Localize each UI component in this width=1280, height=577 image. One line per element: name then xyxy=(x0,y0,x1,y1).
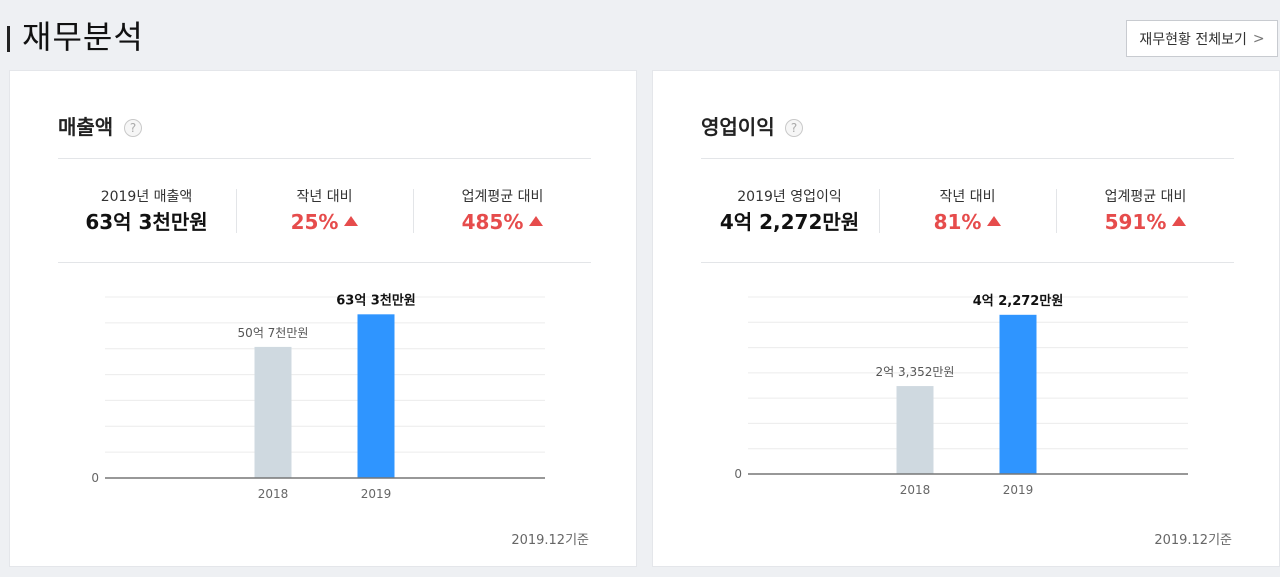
divider xyxy=(236,189,237,233)
bar-2019 xyxy=(357,314,395,478)
view-all-label: 재무현황 전체보기 xyxy=(1139,31,1247,48)
stat-value-row: 591% xyxy=(1057,207,1234,237)
card-title: 영업이익 xyxy=(701,115,775,139)
stat-value-row: 485% xyxy=(414,207,591,237)
stat-value-row: 25% xyxy=(236,207,413,237)
revenue-card: 매출액 ? 2019년 매출액 63억 3천만원 작년 대비 25% 업계평균 … xyxy=(9,70,637,567)
chevron-right-icon: > xyxy=(1252,30,1265,47)
revenue-bar-chart: 0 50억 7천만원 2018 63억 3천만원 2019 xyxy=(91,292,545,501)
stats-row: 2019년 영업이익 4억 2,272만원 작년 대비 81% 업계평균 대비 … xyxy=(701,181,1234,241)
bar-value-label: 63억 3천만원 xyxy=(336,292,416,308)
help-icon[interactable]: ? xyxy=(785,119,803,137)
stat-label: 작년 대비 xyxy=(296,189,353,205)
divider xyxy=(879,189,880,233)
stat-value: 63억 3천만원 xyxy=(85,210,208,234)
stat-label: 작년 대비 xyxy=(939,189,996,205)
stat-yoy: 작년 대비 25% xyxy=(236,181,413,241)
stats-row: 2019년 매출액 63억 3천만원 작년 대비 25% 업계평균 대비 485… xyxy=(58,181,591,241)
stat-industry: 업계평균 대비 485% xyxy=(414,181,591,241)
stat-yoy: 작년 대비 81% xyxy=(879,181,1056,241)
bar-2018 xyxy=(254,346,292,478)
footnote: 2019.12기준 xyxy=(511,533,589,548)
title-accent-bar xyxy=(7,26,10,52)
up-triangle-icon xyxy=(529,216,544,226)
bar-2019 xyxy=(999,314,1037,474)
y-tick-label: 0 xyxy=(734,467,742,481)
divider xyxy=(1056,189,1057,233)
stat-label: 업계평균 대비 xyxy=(1104,189,1187,205)
stat-value-row: 81% xyxy=(879,207,1056,237)
stat-value: 485% xyxy=(461,210,524,234)
view-all-financials-button[interactable]: 재무현황 전체보기 > xyxy=(1126,20,1278,57)
operating-profit-bar-chart: 0 2억 3,352만원 2018 4억 2,272만원 2019 xyxy=(734,293,1188,497)
up-triangle-icon xyxy=(1172,216,1187,226)
page-header: 재무분석 재무현황 전체보기 > xyxy=(0,0,1280,70)
divider xyxy=(413,189,414,233)
stat-value: 591% xyxy=(1104,210,1167,234)
page-title: 재무분석 xyxy=(22,18,144,56)
bar-2018 xyxy=(896,386,934,474)
stat-value: 25% xyxy=(290,210,339,234)
y-tick-label: 0 xyxy=(91,471,99,485)
divider xyxy=(58,158,591,159)
stat-label: 2019년 영업이익 xyxy=(737,189,842,205)
up-triangle-icon xyxy=(344,216,359,226)
x-tick-label: 2019 xyxy=(361,487,392,501)
up-triangle-icon xyxy=(987,216,1002,226)
bar-value-label: 50억 7천만원 xyxy=(238,325,309,340)
stat-value: 81% xyxy=(933,210,982,234)
x-tick-label: 2018 xyxy=(258,487,289,501)
divider xyxy=(58,262,591,263)
stat-label: 업계평균 대비 xyxy=(461,189,544,205)
stat-industry: 업계평균 대비 591% xyxy=(1057,181,1234,241)
divider xyxy=(701,262,1234,263)
stat-current: 2019년 매출액 63억 3천만원 xyxy=(58,181,235,241)
divider xyxy=(701,158,1234,159)
card-title: 매출액 xyxy=(58,115,114,139)
stat-current: 2019년 영업이익 4억 2,272만원 xyxy=(701,181,878,241)
help-icon[interactable]: ? xyxy=(124,119,142,137)
stat-label: 2019년 매출액 xyxy=(100,189,193,205)
x-tick-label: 2019 xyxy=(1003,483,1034,497)
operating-profit-card: 영업이익 ? 2019년 영업이익 4억 2,272만원 작년 대비 81% 업… xyxy=(652,70,1280,567)
x-tick-label: 2018 xyxy=(900,483,931,497)
bar-value-label: 4억 2,272만원 xyxy=(973,293,1064,309)
footnote: 2019.12기준 xyxy=(1154,533,1232,548)
stat-value: 4억 2,272만원 xyxy=(719,210,860,234)
bar-value-label: 2억 3,352만원 xyxy=(876,365,955,379)
